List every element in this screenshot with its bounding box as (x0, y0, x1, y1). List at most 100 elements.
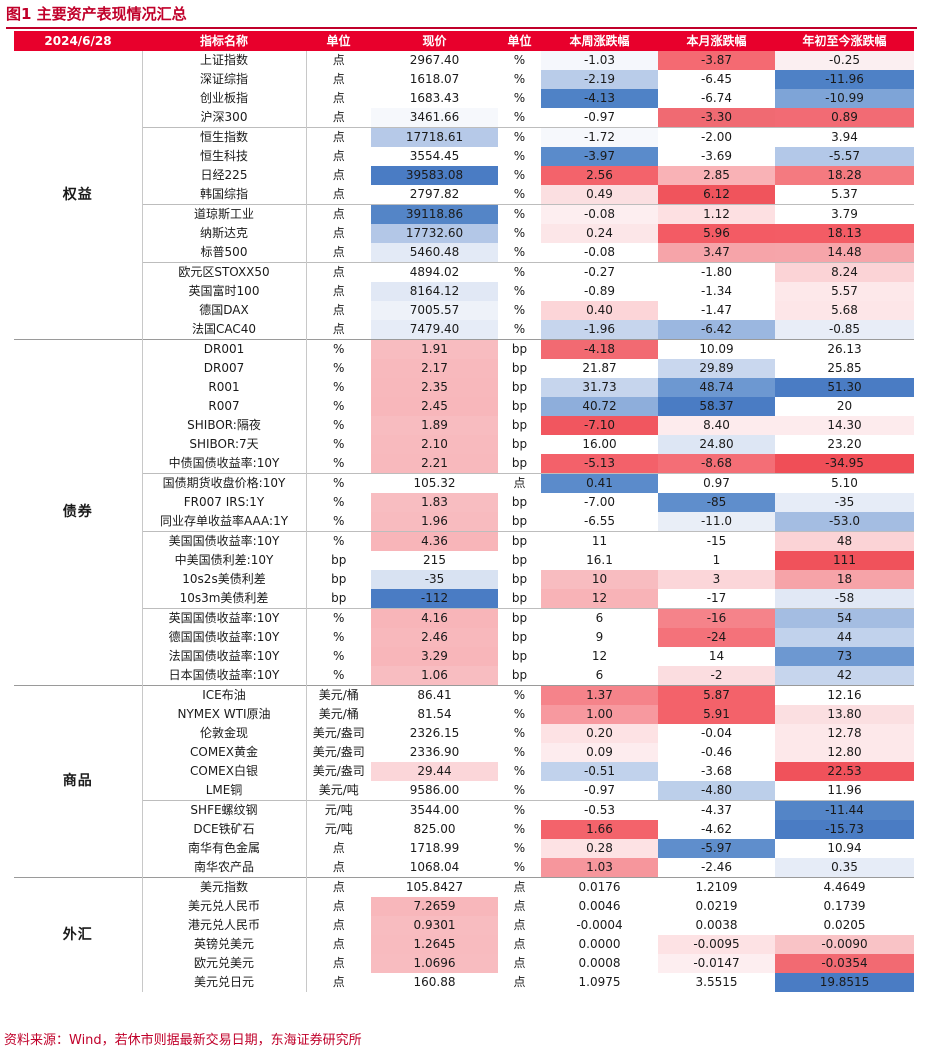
ytd-change-cell: 20 (775, 397, 914, 416)
table-row: 标普500 点 5460.48% -0.08 3.47 14.48 (14, 243, 914, 263)
table-row: 权益 上证指数点 2967.40% -1.03 -3.87 -0.25 (14, 51, 914, 340)
indicator-name: 美元兑人民币 (141, 897, 307, 916)
month-change-cell: -4.37 (658, 800, 775, 820)
ytd-change-cell: 26.13 (775, 339, 914, 359)
week-change-cell: -0.97 (541, 108, 658, 128)
table-row: DCE铁矿石 元/吨 825.00% 1.66 -4.62 -15.73 (14, 820, 914, 839)
unit2-cell: bp (511, 380, 528, 394)
price-cell: 4.16 (371, 608, 498, 628)
indicator-name: 英国富时100 (141, 282, 307, 301)
week-change-cell: -7.10 (541, 416, 658, 435)
ytd-change-cell: 13.80 (775, 705, 914, 724)
price-cell: 8164.12 (371, 282, 498, 301)
week-change-cell: 0.09 (541, 743, 658, 762)
unit2-cell: % (513, 226, 526, 240)
week-change-cell: -0.08 (541, 204, 658, 224)
indicator-name: 美国国债收益率:10Y (141, 531, 307, 551)
ytd-change-cell: 5.10 (775, 473, 914, 493)
week-change-cell: 0.28 (541, 839, 658, 858)
header-indicator: 指标名称 (142, 31, 306, 51)
indicator-name: COMEX白银 (141, 762, 307, 781)
price-cell: 2336.90 (371, 743, 498, 762)
ytd-change-cell: 18.28 (775, 166, 914, 185)
indicator-name: 沪深300 (141, 108, 307, 128)
table-row: 英国富时100 点 8164.12% -0.89 -1.34 5.57 (14, 282, 914, 301)
unit-cell: 点 (306, 204, 371, 224)
indicator-name: 日本国债收益率:10Y (141, 666, 307, 686)
group-label: 外汇 (14, 877, 142, 992)
price-cell: 4.36 (371, 531, 498, 551)
table-row: COMEX白银 美元/盎司 29.44% -0.51 -3.68 22.53 (14, 762, 914, 781)
indicator-name: SHIBOR:隔夜 (141, 416, 307, 435)
ytd-change-cell: 5.57 (775, 282, 914, 301)
ytd-change-cell: 4.4649 (775, 877, 914, 897)
unit-cell: % (333, 399, 345, 413)
unit2-cell: % (513, 53, 526, 67)
table-row: SHIBOR:7天% 2.10 bp 16.00 24.80 23.20 (14, 435, 914, 454)
week-change-cell: 11 (541, 531, 658, 551)
ytd-change-cell: -11.44 (775, 800, 914, 820)
unit-cell: % (333, 380, 345, 394)
table-row: 伦敦金现 美元/盎司 2326.15% 0.20 -0.04 12.78 (14, 724, 914, 743)
indicator-name: FR007 IRS:1Y (141, 493, 307, 512)
ytd-change-cell: 8.24 (775, 262, 914, 282)
header-unit2: 单位 (498, 31, 541, 51)
month-change-cell: -24 (658, 628, 775, 647)
ytd-change-cell: 18 (775, 570, 914, 589)
ytd-change-cell: -0.0354 (775, 954, 914, 973)
header-price: 现价 (371, 31, 498, 51)
month-change-cell: 2.85 (658, 166, 775, 185)
table-row: NYMEX WTI原油 美元/桶 81.54% 1.00 5.91 13.80 (14, 705, 914, 724)
week-change-cell: -7.00 (541, 493, 658, 512)
unit-cell: 点 (332, 303, 345, 317)
table-body: 权益 上证指数点 2967.40% -1.03 -3.87 -0.25 深证综指点 1618.… (14, 51, 914, 992)
price-cell: 1.0696 (371, 954, 498, 973)
indicator-name: 10s3m美债利差 (141, 589, 307, 609)
price-cell: 1.2645 (371, 935, 498, 954)
week-change-cell: -1.72 (541, 127, 658, 147)
week-change-cell: 0.0000 (541, 935, 658, 954)
price-cell: 3554.45 (371, 147, 498, 166)
unit2-cell: 点 (498, 473, 541, 493)
indicator-name: ICE布油 (141, 685, 307, 705)
price-cell: -35 (371, 570, 498, 589)
indicator-name: COMEX黄金 (141, 743, 307, 762)
table-row: FR007 IRS:1Y% 1.83 bp -7.00 -85 -35 (14, 493, 914, 512)
month-change-cell: 5.91 (658, 705, 775, 724)
table-row: 日本国债收益率:10Y% 1.06 bp 6 -2 42 (14, 666, 914, 686)
price-cell: 81.54 (371, 705, 498, 724)
table-row: 美元兑日元 点 160.88 点 1.0975 3.5515 19.8515 (14, 973, 914, 992)
table-row: 创业板指 点 1683.43% -4.13 -6.74 -10.99 (14, 89, 914, 108)
unit2-cell: bp (511, 591, 528, 605)
week-change-cell: -0.08 (541, 243, 658, 263)
header-date: 2024/6/28 (14, 31, 142, 51)
month-change-cell: -2 (658, 666, 775, 686)
table-row: 恒生科技 点 3554.45% -3.97 -3.69 -5.57 (14, 147, 914, 166)
table-row: SHFE螺纹钢 元/吨 3544.00% -0.53 -4.37 -11.44 (14, 800, 914, 820)
week-change-cell: -6.55 (541, 512, 658, 532)
indicator-name: DR007 (141, 359, 307, 378)
unit-cell: % (333, 456, 345, 470)
price-cell: 2.10 (371, 435, 498, 454)
ytd-change-cell: -11.96 (775, 70, 914, 89)
unit2-cell: % (513, 284, 526, 298)
price-cell: 2967.40 (371, 51, 498, 70)
unit-cell: 美元/盎司 (312, 764, 365, 778)
week-change-cell: 0.0176 (541, 877, 658, 897)
unit2-cell: % (513, 822, 526, 836)
unit-cell: 点 (332, 860, 345, 874)
month-change-cell: -0.46 (658, 743, 775, 762)
table-row: 10s3m美债利差 bp -112 bp 12 -17 -58 (14, 589, 914, 609)
ytd-change-cell: -0.85 (775, 320, 914, 340)
unit2-cell: % (513, 149, 526, 163)
unit2-cell: bp (511, 361, 528, 375)
unit2-cell: 点 (513, 975, 526, 989)
unit-cell: % (306, 531, 371, 551)
week-change-cell: 10 (541, 570, 658, 589)
ytd-change-cell: 111 (775, 551, 914, 570)
unit2-cell: bp (511, 514, 528, 528)
month-change-cell: 58.37 (658, 397, 775, 416)
week-change-cell: 9 (541, 628, 658, 647)
table-row: 道琼斯工业点 39118.86% -0.08 1.12 3.79 (14, 204, 914, 224)
unit2-cell: bp (511, 418, 528, 432)
